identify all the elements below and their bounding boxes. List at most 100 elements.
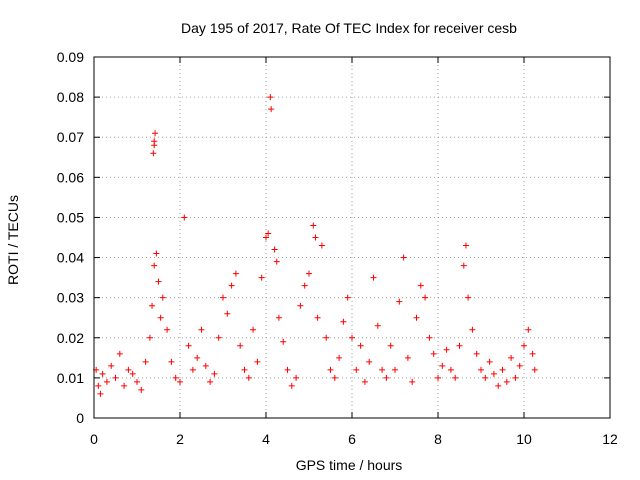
data-point <box>125 366 132 373</box>
data-point <box>228 282 235 289</box>
data-point <box>284 366 291 373</box>
data-point <box>482 374 489 381</box>
data-point <box>392 366 398 373</box>
data-point <box>529 350 536 357</box>
data-point <box>95 382 102 389</box>
data-point <box>409 378 416 385</box>
data-point <box>447 366 454 373</box>
data-point <box>142 358 149 365</box>
data-point <box>263 234 269 241</box>
data-points <box>93 94 538 397</box>
data-point <box>293 374 300 381</box>
data-point <box>288 382 295 389</box>
data-point <box>357 342 364 349</box>
data-point <box>271 246 278 253</box>
data-point <box>189 366 196 373</box>
data-point <box>435 374 441 381</box>
y-tick-label: 0.09 <box>57 49 84 65</box>
data-point <box>503 378 510 385</box>
data-point <box>172 374 179 381</box>
data-point <box>306 270 312 277</box>
data-point <box>531 366 538 373</box>
x-tick-label: 0 <box>90 431 98 447</box>
data-point <box>116 350 123 357</box>
data-point <box>366 358 373 365</box>
data-point <box>379 366 386 373</box>
data-point <box>254 358 261 365</box>
data-point <box>469 326 476 333</box>
data-point <box>265 230 272 237</box>
data-point <box>344 294 351 301</box>
data-point <box>327 366 334 373</box>
data-point <box>138 386 145 393</box>
data-point <box>456 342 463 349</box>
grid-lines <box>94 57 610 418</box>
data-point <box>310 222 317 229</box>
x-tick-label: 8 <box>434 431 442 447</box>
data-point <box>267 94 274 101</box>
data-point <box>443 346 450 353</box>
data-point <box>224 310 231 317</box>
data-point <box>422 294 429 301</box>
data-point <box>396 298 403 305</box>
data-point <box>211 370 218 377</box>
data-point <box>490 370 497 377</box>
data-point <box>521 342 527 349</box>
x-axis-label: GPS time / hours <box>296 457 403 473</box>
x-tick-label: 12 <box>602 431 618 447</box>
data-point <box>439 362 446 369</box>
data-point <box>370 274 377 281</box>
data-point <box>241 366 248 373</box>
data-point <box>374 322 381 329</box>
chart-title: Day 195 of 2017, Rate Of TEC Index for r… <box>181 20 517 36</box>
data-point <box>151 142 158 149</box>
data-point <box>99 370 106 377</box>
data-point <box>103 378 110 385</box>
data-point <box>516 362 523 369</box>
y-tick-label: 0.02 <box>57 330 84 346</box>
data-point <box>452 374 459 381</box>
data-point <box>349 334 355 341</box>
x-tick-label: 10 <box>516 431 532 447</box>
data-point <box>426 334 433 341</box>
data-point <box>168 358 175 365</box>
data-point <box>237 342 244 349</box>
data-point <box>512 374 519 381</box>
data-point <box>207 378 214 385</box>
data-point <box>129 370 136 377</box>
data-point <box>250 326 257 333</box>
data-point <box>383 374 390 381</box>
data-point <box>275 314 282 321</box>
y-axis-label: ROTI / TECUs <box>5 195 21 285</box>
data-point <box>146 334 153 341</box>
x-tick-label: 4 <box>262 431 270 447</box>
data-point <box>404 354 411 361</box>
data-point <box>314 314 321 321</box>
data-point <box>323 334 330 341</box>
data-point <box>194 354 201 361</box>
x-tick-label: 6 <box>348 431 356 447</box>
data-point <box>340 318 347 325</box>
data-point <box>97 390 104 397</box>
y-tick-label: 0.03 <box>57 290 84 306</box>
data-point <box>149 302 156 309</box>
data-point <box>460 262 467 269</box>
data-point <box>462 242 469 249</box>
data-point <box>353 366 360 373</box>
y-tick-label: 0.08 <box>57 89 84 105</box>
data-point <box>198 326 205 333</box>
data-point <box>508 354 515 361</box>
data-point <box>478 366 484 373</box>
data-point <box>312 234 319 241</box>
y-tick-label: 0 <box>76 410 84 426</box>
x-tick-label: 2 <box>176 431 184 447</box>
data-point <box>152 130 159 137</box>
data-point <box>153 250 160 257</box>
data-point <box>202 362 209 369</box>
data-point <box>273 258 280 265</box>
axis-ticks: 0 0.01 0.02 0.03 0.04 0.05 0.06 0.07 0.08 0.09 0 2 4… <box>57 49 618 447</box>
data-point <box>268 106 275 113</box>
data-point <box>112 374 119 381</box>
